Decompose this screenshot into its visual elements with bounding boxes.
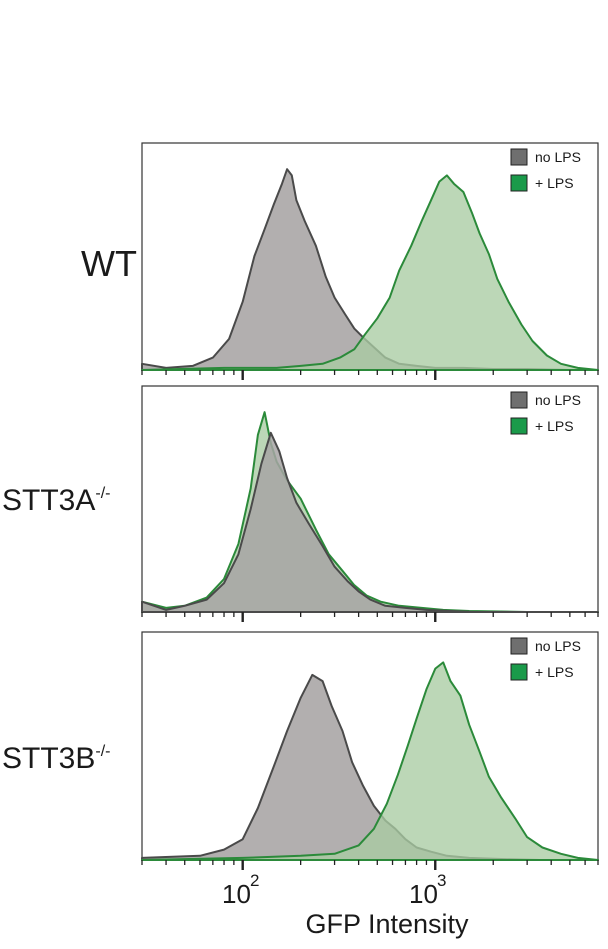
legend-label: + LPS bbox=[535, 418, 574, 434]
legend-swatch-plus-lps bbox=[510, 174, 528, 192]
series-plus-lps-area bbox=[141, 174, 599, 371]
legend: no LPS + LPS bbox=[510, 148, 581, 192]
plot-frame bbox=[141, 385, 599, 613]
panel-stt3b: STT3B-/- no LPS + LPS bbox=[2, 631, 599, 870]
legend-swatch-plus-lps bbox=[510, 663, 528, 681]
legend-label: no LPS bbox=[535, 638, 581, 654]
legend-swatch-no-lps bbox=[510, 391, 528, 409]
x-axis: 10 2 10 3 GFP Intensity bbox=[222, 871, 469, 939]
legend-label: no LPS bbox=[535, 392, 581, 408]
x-axis-label: GFP Intensity bbox=[305, 909, 469, 939]
x-tick-label-100: 10 2 bbox=[222, 871, 259, 909]
panel-label-text: STT3A bbox=[2, 484, 95, 517]
panel-label-text: WT bbox=[81, 243, 137, 284]
x-tick-exponent: 3 bbox=[437, 871, 446, 890]
legend-swatch-no-lps bbox=[510, 637, 528, 655]
legend-swatch-plus-lps bbox=[510, 417, 528, 435]
legend-swatch-no-lps bbox=[510, 148, 528, 166]
panel-label-text: STT3B bbox=[2, 742, 95, 775]
panel-label: STT3A-/- bbox=[2, 484, 110, 517]
panel-stt3a: STT3A-/- no LPS + LPS bbox=[2, 385, 599, 622]
panel-label-superscript: -/- bbox=[95, 743, 110, 760]
x-tick-base: 10 bbox=[409, 879, 438, 909]
legend: no LPS + LPS bbox=[510, 391, 581, 435]
legend: no LPS + LPS bbox=[510, 637, 581, 681]
series-plus-lps-area bbox=[141, 661, 599, 861]
legend-label: no LPS bbox=[535, 149, 581, 165]
legend-label: + LPS bbox=[535, 175, 574, 191]
x-tick-exponent: 2 bbox=[250, 871, 259, 890]
panel-wt: WT no LPS + LPS bbox=[81, 142, 599, 380]
x-ticks bbox=[141, 612, 599, 622]
x-tick-base: 10 bbox=[222, 879, 251, 909]
panel-label-superscript: -/- bbox=[95, 485, 110, 502]
series-no-lps-area bbox=[141, 431, 599, 613]
panel-label: STT3B-/- bbox=[2, 742, 110, 775]
x-tick-label-1000: 10 3 bbox=[409, 871, 446, 909]
legend-label: + LPS bbox=[535, 664, 574, 680]
panel-label: WT bbox=[81, 243, 137, 284]
x-ticks bbox=[141, 860, 599, 870]
x-ticks bbox=[141, 370, 599, 380]
